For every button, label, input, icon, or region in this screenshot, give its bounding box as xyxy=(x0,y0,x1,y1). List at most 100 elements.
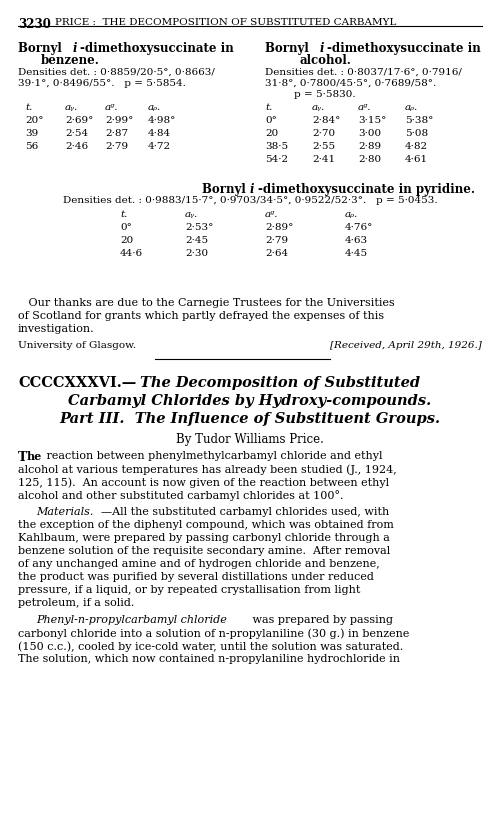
Text: 2·30: 2·30 xyxy=(185,249,208,258)
Text: 4·82: 4·82 xyxy=(405,142,428,151)
Text: 4·84: 4·84 xyxy=(148,129,171,138)
Text: 4·76°: 4·76° xyxy=(345,223,374,232)
Text: carbonyl chloride into a solution of n-propylaniline (30 g.) in benzene: carbonyl chloride into a solution of n-p… xyxy=(18,628,409,639)
Text: Materials.: Materials. xyxy=(36,507,94,517)
Text: 4·98°: 4·98° xyxy=(148,116,176,125)
Text: alcohol.: alcohol. xyxy=(299,54,351,67)
Text: i: i xyxy=(73,42,78,55)
Text: 39: 39 xyxy=(25,129,38,138)
Text: 0°: 0° xyxy=(265,116,277,125)
Text: CCCCXXXVI.—: CCCCXXXVI.— xyxy=(18,376,136,390)
Text: 56: 56 xyxy=(25,142,38,151)
Text: The solution, which now contained n-propylaniline hydrochloride in: The solution, which now contained n-prop… xyxy=(18,654,400,664)
Text: 2·55: 2·55 xyxy=(312,142,335,151)
Text: aᵧ.: aᵧ. xyxy=(185,210,198,219)
Text: 2·89°: 2·89° xyxy=(265,223,294,232)
Text: 125, 115).  An account is now given of the reaction between ethyl: 125, 115). An account is now given of th… xyxy=(18,477,389,488)
Text: 0°: 0° xyxy=(120,223,132,232)
Text: 4·61: 4·61 xyxy=(405,155,428,164)
Text: T: T xyxy=(18,451,27,464)
Text: 2·69°: 2·69° xyxy=(65,116,94,125)
Text: alcohol and other substituted carbamyl chlorides at 100°.: alcohol and other substituted carbamyl c… xyxy=(18,490,344,501)
Text: 2·64: 2·64 xyxy=(265,249,288,258)
Text: aᵨ.: aᵨ. xyxy=(148,103,161,112)
Text: Densities det. : 0·9883/15·7°, 0·9703/34·5°, 0·9522/52·3°.   p = 5·0453.: Densities det. : 0·9883/15·7°, 0·9703/34… xyxy=(62,196,438,205)
Text: 20: 20 xyxy=(265,129,278,138)
Text: aᵨ.: aᵨ. xyxy=(345,210,358,219)
Text: of any unchanged amine and of hydrogen chloride and benzene,: of any unchanged amine and of hydrogen c… xyxy=(18,559,380,569)
Text: 39·1°, 0·8496/55°.   p = 5·5854.: 39·1°, 0·8496/55°. p = 5·5854. xyxy=(18,79,186,88)
Text: 3230: 3230 xyxy=(18,18,51,31)
Text: aᵍ.: aᵍ. xyxy=(105,103,118,112)
Text: (150 c.c.), cooled by ice-cold water, until the solution was saturated.: (150 c.c.), cooled by ice-cold water, un… xyxy=(18,641,403,652)
Text: the product was purified by several distillations under reduced: the product was purified by several dist… xyxy=(18,572,374,582)
Text: 2·45: 2·45 xyxy=(185,236,208,245)
Text: 2·89: 2·89 xyxy=(358,142,381,151)
Text: —All the substituted carbamyl chlorides used, with: —All the substituted carbamyl chlorides … xyxy=(101,507,389,517)
Text: aᵍ.: aᵍ. xyxy=(265,210,278,219)
Text: Densities det. : 0·8037/17·6°, 0·7916/: Densities det. : 0·8037/17·6°, 0·7916/ xyxy=(265,68,462,77)
Text: 2·79: 2·79 xyxy=(105,142,128,151)
Text: 4·63: 4·63 xyxy=(345,236,368,245)
Text: 2·53°: 2·53° xyxy=(185,223,214,232)
Text: Phenyl-n-propylcarbamyl chloride: Phenyl-n-propylcarbamyl chloride xyxy=(36,615,227,625)
Text: he: he xyxy=(27,451,42,462)
Text: 5·08: 5·08 xyxy=(405,129,428,138)
Text: 2·99°: 2·99° xyxy=(105,116,134,125)
Text: PRICE :  THE DECOMPOSITION OF SUBSTITUTED CARBAMYL: PRICE : THE DECOMPOSITION OF SUBSTITUTED… xyxy=(55,18,396,27)
Text: 4·72: 4·72 xyxy=(148,142,171,151)
Text: -dimethoxysuccinate in: -dimethoxysuccinate in xyxy=(80,42,234,55)
Text: pressure, if a liquid, or by repeated crystallisation from light: pressure, if a liquid, or by repeated cr… xyxy=(18,585,360,595)
Text: 2·70: 2·70 xyxy=(312,129,335,138)
Text: t.: t. xyxy=(25,103,32,112)
Text: Part III.  The Influence of Substituent Groups.: Part III. The Influence of Substituent G… xyxy=(60,412,440,426)
Text: aᵨ.: aᵨ. xyxy=(405,103,418,112)
Text: 2·87: 2·87 xyxy=(105,129,128,138)
Text: 2·79: 2·79 xyxy=(265,236,288,245)
Text: [Received, April 29th, 1926.]: [Received, April 29th, 1926.] xyxy=(330,341,482,350)
Text: 38·5: 38·5 xyxy=(265,142,288,151)
Text: 2·80: 2·80 xyxy=(358,155,381,164)
Text: 5·38°: 5·38° xyxy=(405,116,434,125)
Text: University of Glasgow.: University of Glasgow. xyxy=(18,341,136,350)
Text: i: i xyxy=(250,183,254,196)
Text: of Scotland for grants which partly defrayed the expenses of this: of Scotland for grants which partly defr… xyxy=(18,311,384,321)
Text: Our thanks are due to the Carnegie Trustees for the Universities: Our thanks are due to the Carnegie Trust… xyxy=(18,298,395,308)
Text: benzene.: benzene. xyxy=(40,54,100,67)
Text: aᵍ.: aᵍ. xyxy=(358,103,372,112)
Text: By Tudor Williams Price.: By Tudor Williams Price. xyxy=(176,433,324,446)
Text: Bornyl: Bornyl xyxy=(18,42,66,55)
Text: the exception of the diphenyl compound, which was obtained from: the exception of the diphenyl compound, … xyxy=(18,520,394,530)
Text: Densities det. : 0·8859/20·5°, 0·8663/: Densities det. : 0·8859/20·5°, 0·8663/ xyxy=(18,68,215,77)
Text: i: i xyxy=(320,42,324,55)
Text: 4·45: 4·45 xyxy=(345,249,368,258)
Text: 54·2: 54·2 xyxy=(265,155,288,164)
Text: investigation.: investigation. xyxy=(18,324,94,334)
Text: reaction between phenylmethylcarbamyl chloride and ethyl: reaction between phenylmethylcarbamyl ch… xyxy=(43,451,382,461)
Text: 44·6: 44·6 xyxy=(120,249,143,258)
Text: Kahlbaum, were prepared by passing carbonyl chloride through a: Kahlbaum, were prepared by passing carbo… xyxy=(18,533,390,543)
Text: was prepared by passing: was prepared by passing xyxy=(249,615,393,625)
Text: 2·41: 2·41 xyxy=(312,155,335,164)
Text: 2·84°: 2·84° xyxy=(312,116,340,125)
Text: alcohol at various temperatures has already been studied (J., 1924,: alcohol at various temperatures has alre… xyxy=(18,464,397,474)
Text: Bornyl: Bornyl xyxy=(265,42,313,55)
Text: t.: t. xyxy=(120,210,128,219)
Text: 3·15°: 3·15° xyxy=(358,116,386,125)
Text: 2·54: 2·54 xyxy=(65,129,88,138)
Text: t.: t. xyxy=(265,103,272,112)
Text: 2·46: 2·46 xyxy=(65,142,88,151)
Text: -dimethoxysuccinate in: -dimethoxysuccinate in xyxy=(327,42,481,55)
Text: p = 5·5830.: p = 5·5830. xyxy=(294,90,356,99)
Text: aᵧ.: aᵧ. xyxy=(65,103,78,112)
Text: Carbamyl Chlorides by Hydroxy-compounds.: Carbamyl Chlorides by Hydroxy-compounds. xyxy=(68,394,432,408)
Text: aᵧ.: aᵧ. xyxy=(312,103,325,112)
Text: 20°: 20° xyxy=(25,116,44,125)
Text: 3·00: 3·00 xyxy=(358,129,381,138)
Text: benzene solution of the requisite secondary amine.  After removal: benzene solution of the requisite second… xyxy=(18,546,390,556)
Text: 31·8°, 0·7800/45·5°, 0·7689/58°.: 31·8°, 0·7800/45·5°, 0·7689/58°. xyxy=(265,79,436,88)
Text: Bornyl: Bornyl xyxy=(202,183,250,196)
Text: The Decomposition of Substituted: The Decomposition of Substituted xyxy=(140,376,420,390)
Text: 20: 20 xyxy=(120,236,133,245)
Text: -dimethoxysuccinate in pyridine.: -dimethoxysuccinate in pyridine. xyxy=(258,183,475,196)
